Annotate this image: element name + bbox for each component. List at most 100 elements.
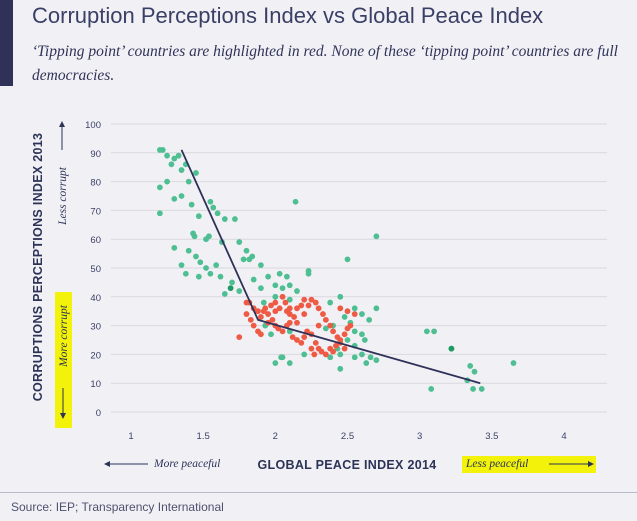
- data-point: [178, 262, 185, 269]
- data-point: [301, 311, 308, 317]
- data-point: [366, 316, 373, 323]
- y-tick-label: 100: [85, 120, 101, 131]
- data-point: [344, 337, 351, 343]
- data-point: [301, 296, 308, 303]
- y-tick-label: 50: [90, 264, 101, 275]
- data-point: [279, 328, 286, 335]
- data-point: [286, 282, 293, 289]
- data-point: [265, 311, 272, 317]
- data-point: [236, 288, 243, 294]
- data-point: [260, 299, 267, 306]
- data-point: [333, 342, 339, 349]
- data-point: [471, 368, 478, 375]
- data-point: [448, 345, 455, 352]
- data-point: [286, 311, 293, 317]
- data-point: [250, 322, 257, 329]
- data-point: [255, 308, 261, 315]
- data-point: [305, 270, 312, 277]
- data-point: [298, 302, 305, 309]
- data-point: [373, 305, 380, 312]
- data-point: [236, 239, 243, 245]
- data-point: [272, 299, 279, 306]
- data-point: [232, 216, 238, 222]
- y-tick-label: 80: [90, 178, 101, 189]
- x-tick-label: 2: [273, 431, 278, 442]
- data-point: [351, 311, 358, 317]
- data-point: [341, 345, 348, 352]
- data-point: [207, 198, 214, 205]
- data-point: [197, 259, 204, 266]
- data-point: [217, 273, 224, 280]
- data-point: [213, 262, 220, 269]
- data-point: [315, 322, 322, 329]
- data-point: [344, 256, 351, 263]
- data-point: [327, 299, 334, 306]
- data-point: [279, 293, 286, 300]
- data-point: [247, 316, 254, 323]
- data-point: [423, 328, 430, 335]
- data-point: [327, 322, 334, 329]
- data-point: [193, 170, 199, 176]
- data-point: [341, 314, 348, 320]
- data-point: [164, 152, 170, 159]
- data-point: [171, 195, 178, 202]
- data-point: [185, 178, 192, 185]
- x-right-note: Less peaceful: [465, 458, 528, 470]
- data-point: [278, 354, 285, 361]
- data-point: [159, 147, 166, 153]
- x-tick-label: 3.5: [485, 431, 498, 442]
- data-point: [351, 305, 358, 312]
- x-tick-label: 1.5: [197, 431, 210, 442]
- y-tick-label: 30: [90, 322, 101, 333]
- data-point: [207, 270, 214, 277]
- data-point: [373, 233, 380, 240]
- data-point: [347, 322, 354, 329]
- data-point: [182, 270, 189, 277]
- data-point: [330, 348, 336, 355]
- data-point: [361, 337, 368, 343]
- data-point: [243, 247, 250, 254]
- y-top-note: Less corrupt: [57, 166, 69, 226]
- data-point: [272, 360, 279, 366]
- accent-bar: [0, 0, 13, 86]
- data-point: [214, 210, 221, 217]
- data-point: [268, 302, 274, 309]
- data-point: [258, 285, 264, 292]
- x-left-note: More peaceful: [153, 458, 220, 470]
- data-point: [478, 386, 485, 392]
- data-point: [191, 233, 198, 240]
- data-point: [291, 314, 297, 320]
- data-point: [282, 299, 289, 306]
- data-point: [168, 161, 175, 168]
- data-point: [337, 305, 344, 312]
- data-point: [269, 316, 276, 323]
- data-point: [240, 256, 247, 263]
- data-point: [227, 285, 234, 292]
- data-point: [315, 305, 322, 312]
- data-point: [246, 256, 253, 263]
- data-point: [428, 386, 435, 392]
- data-point: [286, 296, 293, 303]
- data-point: [156, 210, 163, 217]
- y-tick-label: 40: [90, 293, 101, 304]
- data-point: [210, 204, 217, 211]
- data-point: [510, 360, 517, 366]
- data-point: [221, 216, 228, 222]
- data-point: [188, 201, 195, 208]
- data-point: [359, 351, 365, 358]
- data-point: [308, 345, 315, 352]
- x-tick-label: 4: [561, 431, 566, 442]
- data-point: [260, 308, 267, 315]
- highlight-less-peaceful: [462, 456, 596, 473]
- data-point: [301, 334, 308, 341]
- x-axis-label: GLOBAL PEACE INDEX 2014: [258, 458, 437, 472]
- data-point: [250, 276, 257, 283]
- data-point: [265, 273, 272, 280]
- data-point: [294, 288, 300, 294]
- data-point: [337, 365, 344, 372]
- data-point: [193, 253, 199, 260]
- data-point: [272, 282, 279, 289]
- data-point: [258, 314, 264, 320]
- data-point: [373, 357, 380, 364]
- x-tick-label: 1: [128, 431, 133, 442]
